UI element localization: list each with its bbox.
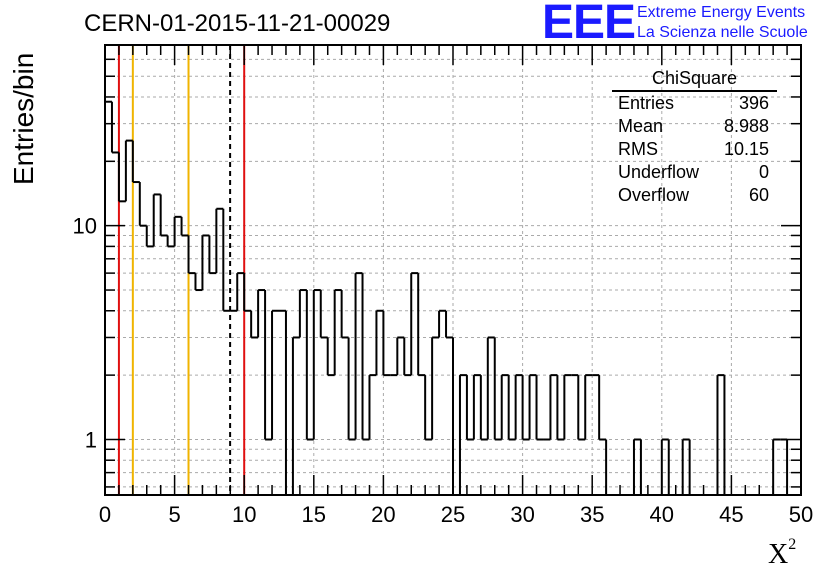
x-tick-label: 30 (510, 502, 534, 527)
stats-box: ChiSquare Entries 396 Mean 8.988 RMS 10.15 … (612, 66, 777, 207)
stats-value: 0 (758, 162, 769, 182)
stats-row-rms: RMS 10.15 (612, 138, 777, 161)
x-axis-label: X2 (768, 536, 796, 571)
tick-labels: 0 5 10 15 20 25 30 35 40 45 50 1 10 (73, 214, 814, 527)
stats-label: Mean (618, 116, 664, 136)
x-tick-label: 15 (302, 502, 326, 527)
chart-title: CERN-01-2015-11-21-00029 (84, 10, 391, 37)
eee-logo: EEE (542, 0, 636, 49)
x-tick-label: 25 (441, 502, 465, 527)
x-tick-label: 40 (650, 502, 674, 527)
stats-label: Entries (618, 93, 675, 113)
x-tick-label: 45 (719, 502, 743, 527)
x-axis-label-sup: 2 (788, 536, 797, 553)
stats-label: Overflow (618, 185, 690, 205)
x-tick-label: 20 (371, 502, 395, 527)
stats-label: Underflow (618, 162, 700, 182)
stats-value: 60 (748, 185, 769, 205)
reference-lines (117, 45, 246, 495)
y-tick-label: 1 (85, 427, 97, 452)
x-axis-label-text: X (768, 539, 789, 570)
stats-value: 8.988 (723, 116, 769, 136)
stats-value: 396 (738, 93, 769, 113)
stats-label: RMS (618, 139, 658, 159)
stats-row-entries: Entries 396 (612, 92, 777, 115)
stats-row-mean: Mean 8.988 (612, 115, 777, 138)
y-axis-label: Entries/bin (8, 52, 39, 185)
logo-line-2: La Scienza nelle Scuole (637, 24, 808, 41)
y-tick-label: 10 (73, 214, 97, 239)
logo-line-1: Extreme Energy Events (637, 4, 806, 21)
x-tick-label: 5 (168, 502, 180, 527)
x-tick-label: 50 (789, 502, 813, 527)
x-tick-label: 10 (232, 502, 256, 527)
stats-title: ChiSquare (612, 66, 777, 92)
stats-row-underflow: Underflow 0 (612, 161, 777, 184)
stats-value: 10.15 (723, 139, 769, 159)
x-tick-label: 35 (580, 502, 604, 527)
stats-row-overflow: Overflow 60 (612, 184, 777, 207)
x-tick-label: 0 (99, 502, 111, 527)
axis-ticks (104, 45, 802, 495)
